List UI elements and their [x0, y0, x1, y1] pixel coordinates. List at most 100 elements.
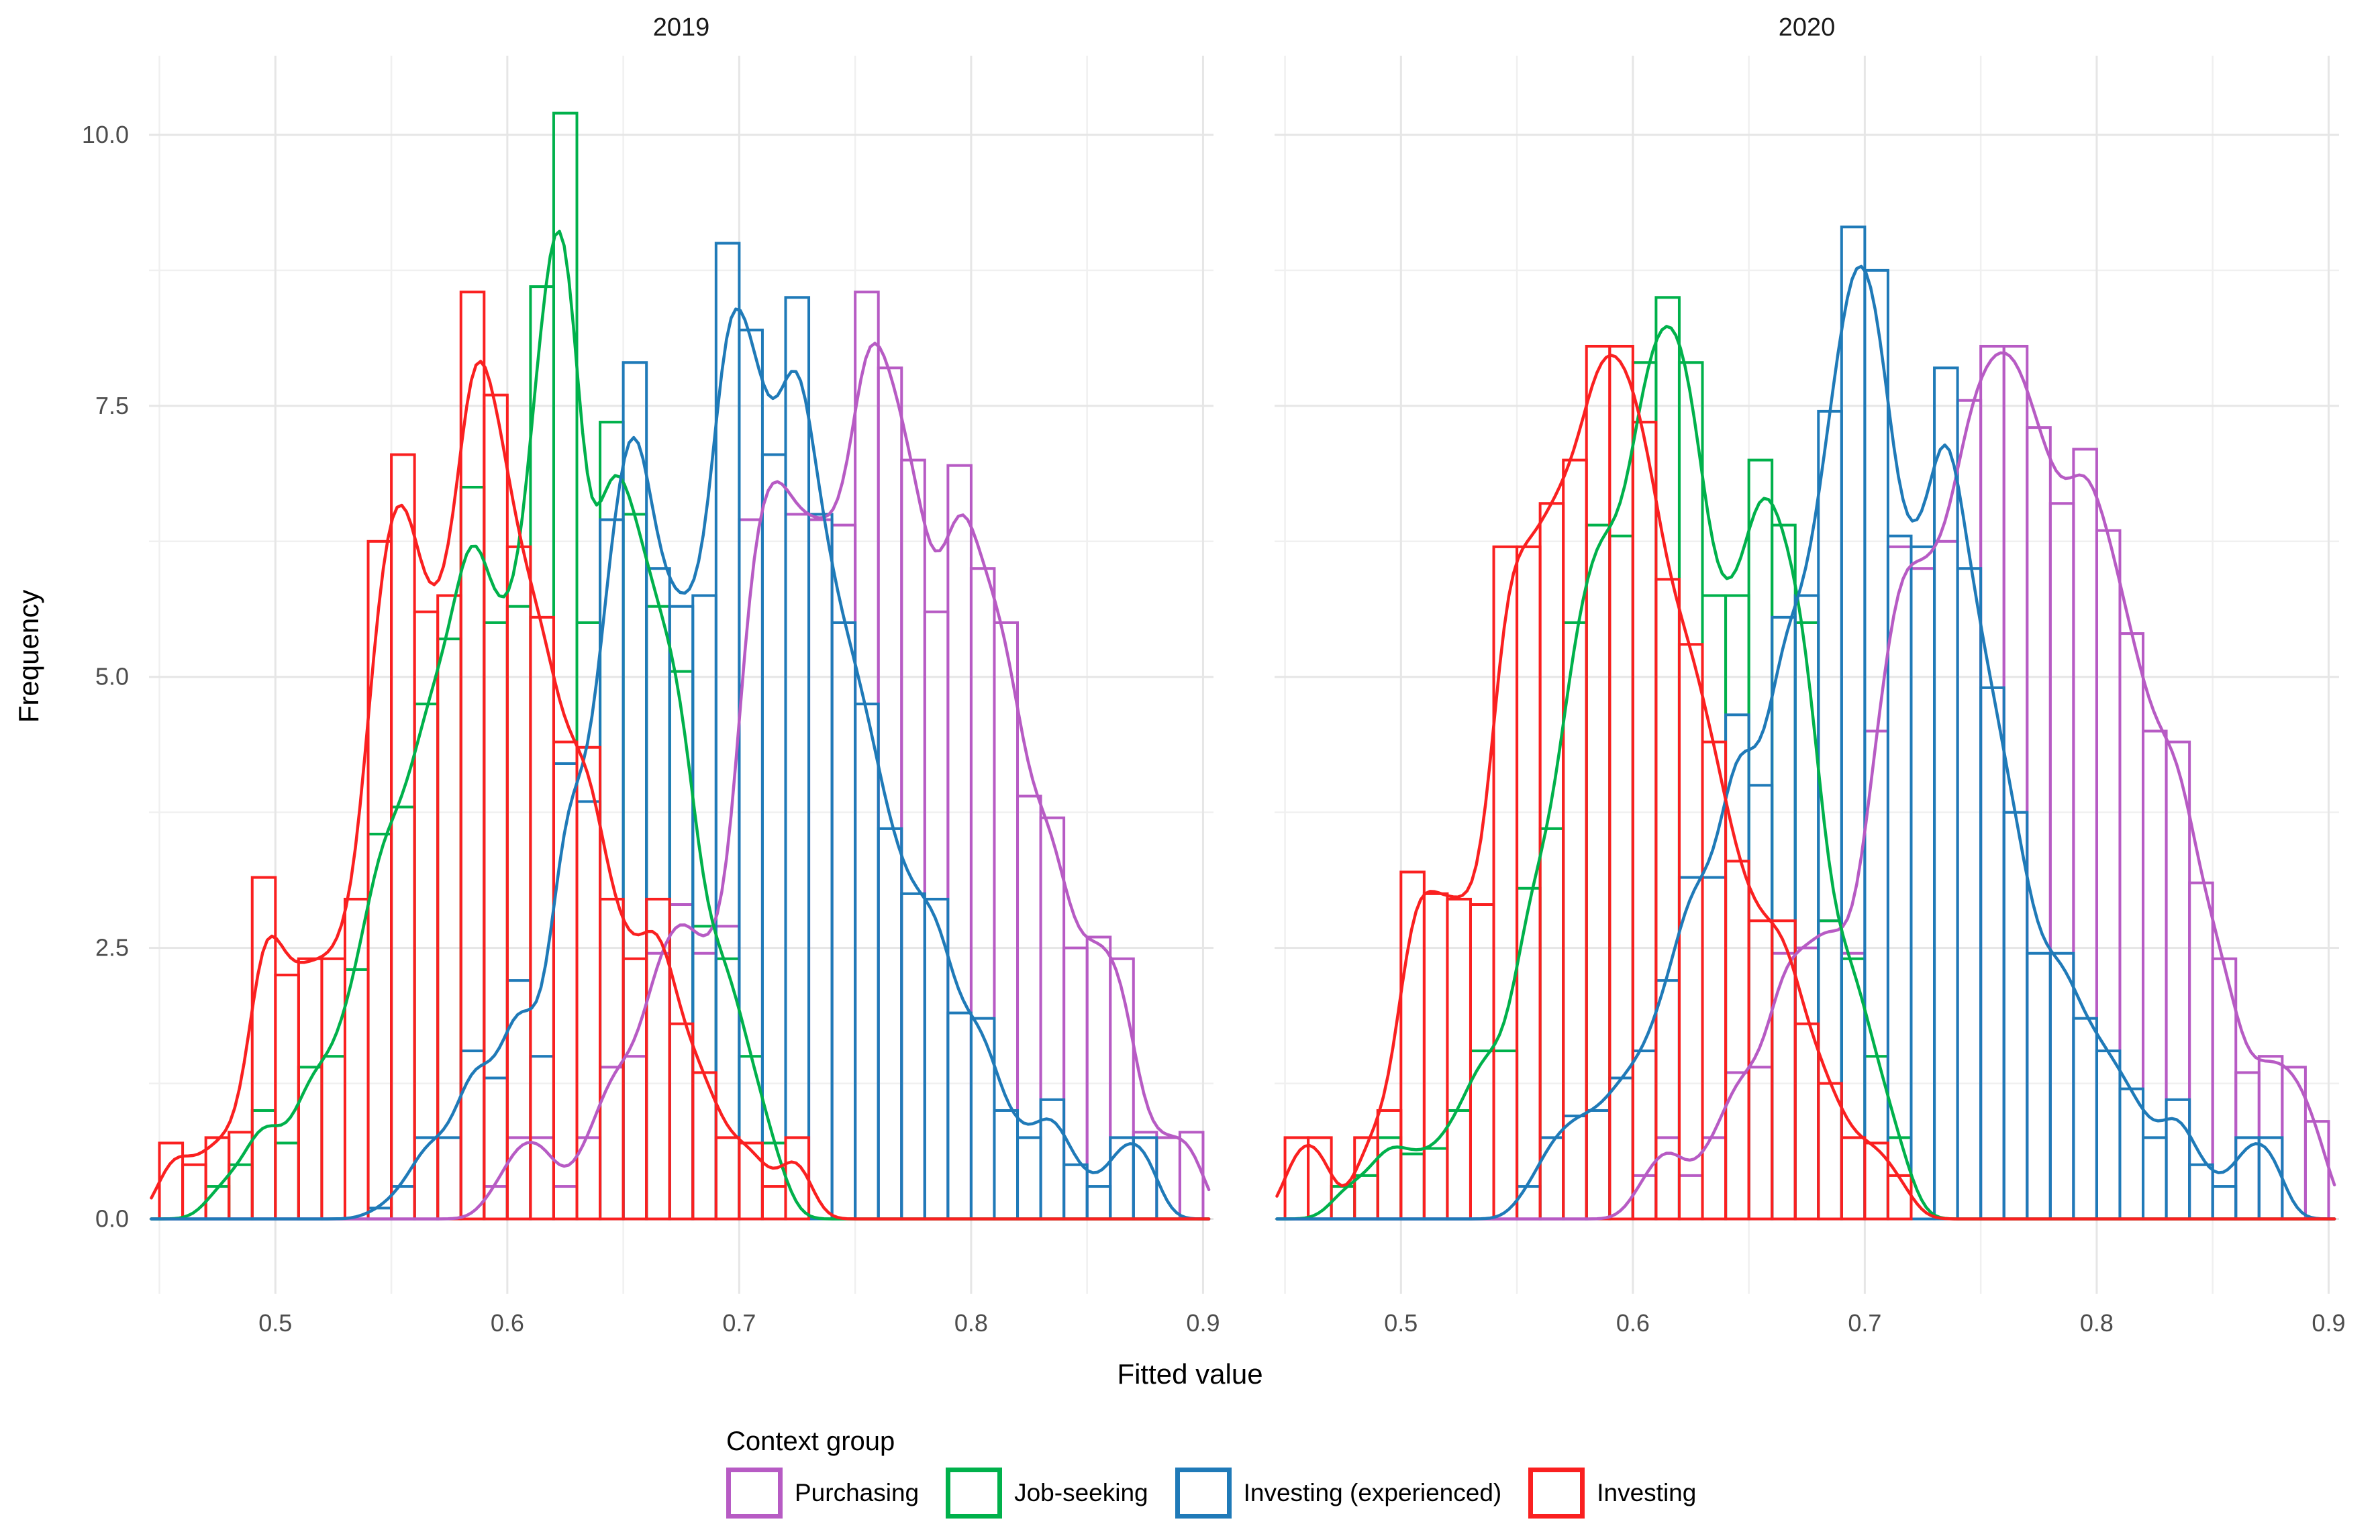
density-curve-Investing (experienced) [1275, 264, 2336, 1221]
hist-bar [2048, 952, 2075, 1221]
hist-bar [1840, 225, 1867, 1221]
hist-bar [1562, 621, 1588, 1221]
hist-bar [1747, 1066, 1774, 1221]
hist-bar [691, 594, 717, 1221]
hist-bar [1747, 458, 1774, 1221]
hist-bar [413, 1136, 440, 1221]
hist-bar [1631, 361, 1658, 1221]
hist-bar [1422, 1147, 1449, 1221]
hist-bar [297, 1066, 324, 1221]
hist-bar [1793, 1022, 1820, 1221]
hist-bar [1085, 935, 1112, 1221]
panel-title-2019: 2019 [652, 13, 710, 42]
hist-bar [807, 518, 834, 1221]
hist-bar [1886, 534, 1913, 1221]
hist-bar [505, 979, 532, 1221]
hist-bar [1771, 523, 1797, 1221]
legend-key-investing-icon [1528, 1468, 1585, 1519]
hist-bar [1654, 296, 1681, 1221]
hist-bar [668, 605, 695, 1221]
legend-label-job-seeking: Job-seeking [1014, 1479, 1148, 1506]
hist-bar [390, 453, 416, 1221]
x-axis-title: Fitted value [1117, 1358, 1263, 1390]
legend-item-investing-experienced: Investing (experienced) [1175, 1468, 1502, 1519]
hist-bar [1771, 615, 1797, 1221]
hist-bar [1724, 594, 1750, 1221]
hist-bar [877, 366, 903, 1221]
hist-bar [760, 1141, 787, 1221]
histogram-Purchasing [483, 291, 1205, 1221]
hist-bar [552, 111, 579, 1221]
hist-bar [1793, 621, 1820, 1221]
hist-bar [1956, 567, 1983, 1221]
hist-bar [760, 453, 787, 1221]
hist-bar [599, 1066, 625, 1221]
hist-bar [575, 800, 602, 1221]
hist-bar [691, 952, 717, 1221]
y-tick-label: 2.5 [95, 934, 129, 962]
hist-bar [1585, 344, 1612, 1221]
hist-bar [1724, 860, 1750, 1221]
x-tick-label: 0.6 [491, 1309, 524, 1337]
x-tick-label: 0.8 [2080, 1309, 2114, 1337]
hist-bar [1701, 876, 1728, 1221]
hist-bar [529, 1136, 555, 1221]
hist-bar [2142, 729, 2168, 1221]
hist-bar [2188, 1163, 2214, 1221]
hist-bar [807, 513, 834, 1221]
hist-bar [1863, 1141, 1889, 1221]
hist-bar [1817, 919, 1843, 1221]
hist-bar [1724, 1071, 1750, 1221]
legend-item-job-seeking: Job-seeking [946, 1468, 1148, 1519]
histogram-Investing (experienced) [366, 242, 1158, 1221]
density-curve-Job-seeking [150, 229, 1211, 1221]
hist-bar [1538, 502, 1565, 1221]
hist-bar [250, 876, 277, 1221]
hist-bar [1538, 1136, 1565, 1221]
hist-bar [1085, 1185, 1112, 1221]
hist-bar [760, 453, 787, 1221]
legend-items: Purchasing Job-seeking Investing (experi… [726, 1468, 1723, 1519]
panel-title-2020: 2020 [1778, 13, 1836, 42]
hist-bar [1631, 1174, 1658, 1221]
hist-bar [2211, 1185, 2238, 1221]
density-curve-Investing [150, 360, 1211, 1221]
hist-bar [1933, 366, 1959, 1221]
hist-bar [1016, 794, 1042, 1221]
hist-bar [1771, 952, 1797, 1221]
hist-bar [1399, 1152, 1426, 1221]
hist-bar [1886, 545, 1913, 1221]
hist-bar [1016, 1136, 1042, 1221]
hist-bar [483, 393, 509, 1221]
density-curve-Investing [1275, 354, 2336, 1221]
legend-label-investing-experienced: Investing (experienced) [1243, 1479, 1502, 1506]
hist-bar [343, 968, 370, 1221]
hist-bar [1132, 1136, 1158, 1221]
hist-bar [877, 827, 903, 1221]
hist-bar [1701, 594, 1728, 1221]
density-curve-Investing (experienced) [150, 307, 1211, 1221]
hist-bar [900, 458, 926, 1221]
hist-bar [1979, 686, 2005, 1221]
hist-bar [1516, 1185, 1542, 1221]
density-curve-Purchasing [150, 342, 1211, 1221]
hist-bar [1562, 1115, 1588, 1221]
hist-bar [993, 1109, 1020, 1221]
hist-bar [1492, 1049, 1519, 1221]
hist-bar [2118, 632, 2145, 1221]
hist-bar [413, 703, 440, 1221]
hist-bar [738, 1141, 764, 1221]
hist-bar [1283, 1136, 1310, 1221]
hist-bar [552, 1185, 579, 1221]
hist-bar [297, 957, 324, 1221]
legend-key-investing-experienced-icon [1175, 1468, 1232, 1519]
hist-bar [1516, 545, 1542, 1221]
hist-bar [1677, 361, 1704, 1221]
y-tick-label: 5.0 [95, 663, 129, 690]
hist-bar [436, 594, 462, 1221]
hist-bar [483, 621, 509, 1221]
hist-bar [1910, 567, 1936, 1221]
hist-bar [784, 1136, 811, 1221]
legend: Context group Purchasing Job-seeking Inv… [726, 1427, 1723, 1519]
hist-bar [2095, 529, 2122, 1221]
